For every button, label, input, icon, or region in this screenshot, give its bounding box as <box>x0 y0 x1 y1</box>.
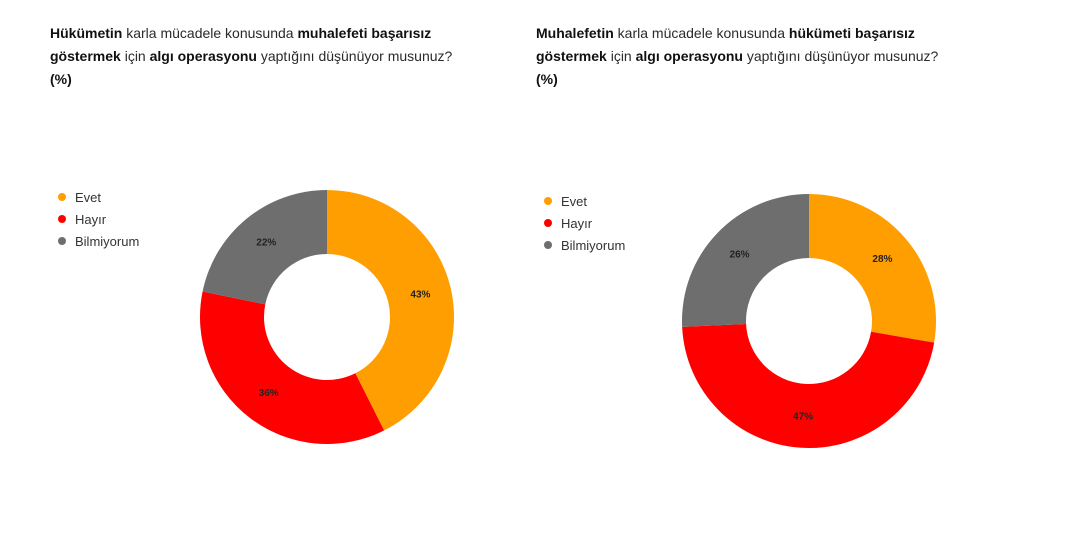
chart-legend: Evet Hayır Bilmiyorum <box>544 190 625 256</box>
donut-slice-hayir <box>199 291 385 445</box>
legend-label: Bilmiyorum <box>561 237 626 253</box>
title-segment: için <box>120 48 150 64</box>
legend-dot-icon <box>544 241 552 249</box>
donut-slice-bilmiyorum <box>682 194 809 327</box>
chart-title: Hükümetin karla mücadele konusunda muhal… <box>50 22 470 91</box>
title-segment: hükümeti başarısız göstermek <box>536 25 915 64</box>
title-segment: karla mücadele konusunda <box>122 25 298 41</box>
legend-item: Bilmiyorum <box>544 234 625 256</box>
legend-item: Evet <box>544 190 625 212</box>
title-segment: yaptığını düşünüyor musunuz? <box>742 48 939 64</box>
donut-slice-hayir <box>682 323 935 448</box>
legend-item: Hayır <box>58 208 139 230</box>
chart-legend: Evet Hayır Bilmiyorum <box>58 186 139 252</box>
legend-item: Bilmiyorum <box>58 230 139 252</box>
legend-dot-icon <box>58 237 66 245</box>
slice-data-label: 22% <box>256 237 276 248</box>
legend-dot-icon <box>58 215 66 223</box>
title-segment: karla mücadele konusunda <box>613 25 789 41</box>
donut-chart: 43% 36% 22% <box>199 190 454 445</box>
donut-slice-bilmiyorum <box>202 190 327 305</box>
title-segment: algı operasyonu <box>635 48 743 64</box>
legend-dot-icon <box>544 219 552 227</box>
title-segment: Muhalefetin <box>536 25 614 41</box>
title-segment: Hükümetin <box>50 25 123 41</box>
donut-slice-evet <box>809 194 936 343</box>
legend-label: Bilmiyorum <box>75 233 140 249</box>
title-segment: için <box>606 48 636 64</box>
slice-data-label: 36% <box>259 388 279 399</box>
donut-slice-evet <box>327 190 454 431</box>
title-segment: yaptığını düşünüyor musunuz? <box>256 48 453 64</box>
title-segment: muhalefeti başarısız göstermek <box>50 25 432 64</box>
legend-label: Evet <box>561 193 588 209</box>
chart-panel-government: Hükümetin karla mücadele konusunda muhal… <box>0 0 520 547</box>
legend-dot-icon <box>58 193 66 201</box>
slice-data-label: 26% <box>730 249 750 260</box>
legend-label: Evet <box>75 189 102 205</box>
legend-label: Hayır <box>561 215 593 231</box>
chart-panel-opposition: Muhalefetin karla mücadele konusunda hük… <box>486 0 1006 547</box>
slice-data-label: 43% <box>410 289 430 300</box>
legend-item: Evet <box>58 186 139 208</box>
chart-title: Muhalefetin karla mücadele konusunda hük… <box>536 22 956 91</box>
donut-chart: 28% 47% 26% <box>682 194 936 448</box>
legend-label: Hayır <box>75 211 107 227</box>
legend-item: Hayır <box>544 212 625 234</box>
title-segment: (%) <box>536 71 558 87</box>
title-segment: algı operasyonu <box>149 48 257 64</box>
slice-data-label: 28% <box>872 254 892 265</box>
slice-data-label: 47% <box>793 411 813 422</box>
title-segment: (%) <box>50 71 72 87</box>
legend-dot-icon <box>544 197 552 205</box>
